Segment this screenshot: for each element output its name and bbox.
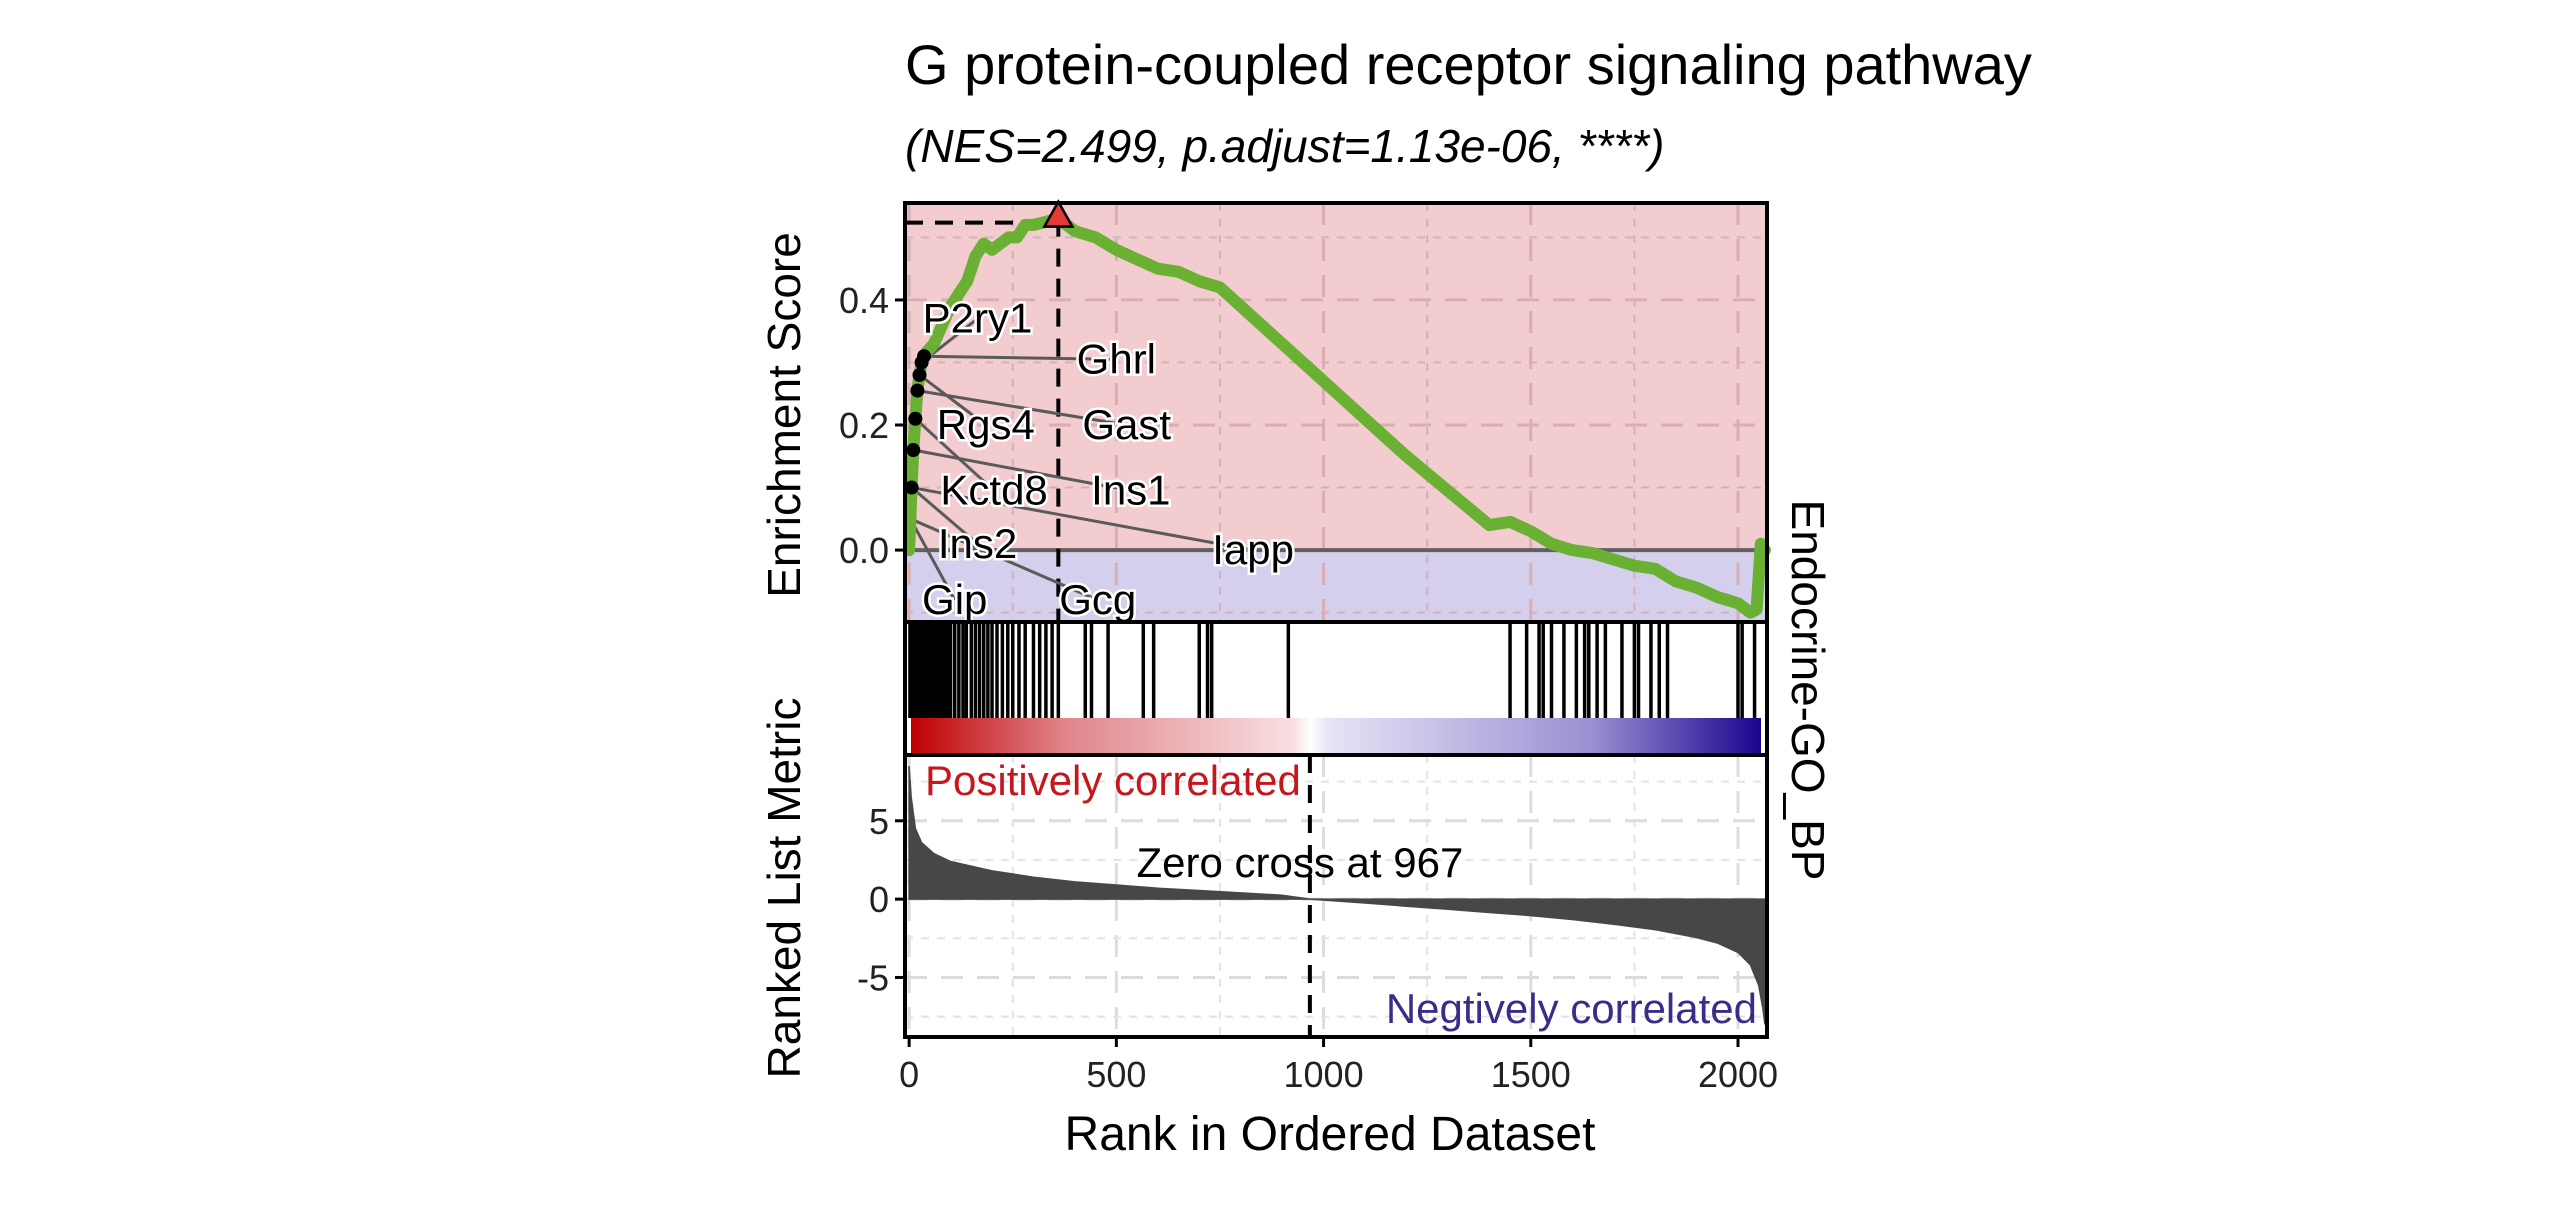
side-label: Endocrine-GO_BP — [1782, 500, 1834, 881]
positive-region — [905, 203, 1767, 551]
x-axis: 0 500 1000 1500 2000 — [899, 1037, 1778, 1095]
gene-label-line — [909, 518, 957, 601]
enrichment-score-panel: P2ry1 Ghrl Rgs4 Gast Kctd8 Ins1 Ins2 Iapp Gip Gcg… — [839, 199, 1771, 626]
gene-label-line — [914, 417, 996, 492]
gene-label-line — [911, 486, 1254, 552]
x-tick-label: 500 — [1086, 1054, 1146, 1095]
gene-label: Gcg — [1059, 576, 1136, 623]
gene-label: Ins1 — [1091, 467, 1170, 514]
gene-label-line — [909, 517, 1099, 602]
es-y-tick-label: 0.0 — [839, 530, 889, 571]
metric-panel-frame — [903, 753, 1769, 1039]
gene-label: Kctd8 — [940, 467, 1047, 514]
zero-cross-label: Zero cross at 967 — [1136, 839, 1463, 886]
metric-y-tick-label: 0 — [869, 879, 889, 920]
positive-correlation-label: Positively correlated — [925, 757, 1301, 804]
es-y-tick-label: 0.4 — [839, 280, 889, 321]
gene-label-line — [918, 373, 987, 427]
core-gene-point — [904, 480, 919, 495]
gene-label: Ghrl — [1077, 335, 1156, 382]
gene-label-line — [913, 448, 1132, 493]
gene-label: Rgs4 — [937, 401, 1035, 448]
metric-y-tick-label: 5 — [869, 801, 889, 842]
gene-label-line — [917, 389, 1127, 427]
metric-y-axis-label: Ranked List Metric — [758, 698, 810, 1079]
chart-title: G protein-coupled receptor signaling pat… — [905, 33, 2032, 96]
gene-label-line — [924, 354, 1117, 361]
x-tick-label: 2000 — [1698, 1054, 1778, 1095]
gene-label-line — [910, 486, 979, 545]
core-gene-point — [906, 443, 921, 458]
core-gene-point — [912, 367, 927, 382]
gene-label: Ins2 — [938, 520, 1017, 567]
chart-subtitle: (NES=2.499, p.adjust=1.13e-06, ****) — [905, 120, 1665, 172]
negative-correlation-label: Negtively correlated — [1386, 985, 1757, 1032]
gene-label: Iapp — [1212, 526, 1294, 573]
core-gene-point — [910, 383, 925, 398]
x-tick-label: 1500 — [1491, 1054, 1571, 1095]
ranked-metric-area — [908, 765, 1766, 1025]
x-tick-label: 0 — [899, 1054, 919, 1095]
peak-marker — [1042, 199, 1075, 228]
x-axis-label: Rank in Ordered Dataset — [1065, 1108, 1596, 1161]
ranked-metric-panel: Zero cross at 967 Positively correlated Ne… — [857, 753, 1769, 1039]
core-gene-point — [908, 411, 923, 426]
es-y-tick-label: 0.2 — [839, 405, 889, 446]
rank-heatmap-strip — [911, 718, 1761, 753]
hits-barcode-panel — [903, 620, 1769, 757]
metric-y-tick-label: -5 — [857, 957, 889, 998]
core-gene-point — [917, 349, 932, 364]
gene-label: Gip — [922, 576, 987, 623]
es-y-axis-label: Enrichment Score — [758, 232, 810, 598]
enrichment-score-curve — [903, 212, 1771, 619]
gene-label: P2ry1 — [923, 295, 1033, 342]
gene-label: Gast — [1082, 401, 1171, 448]
x-tick-label: 1000 — [1284, 1054, 1364, 1095]
